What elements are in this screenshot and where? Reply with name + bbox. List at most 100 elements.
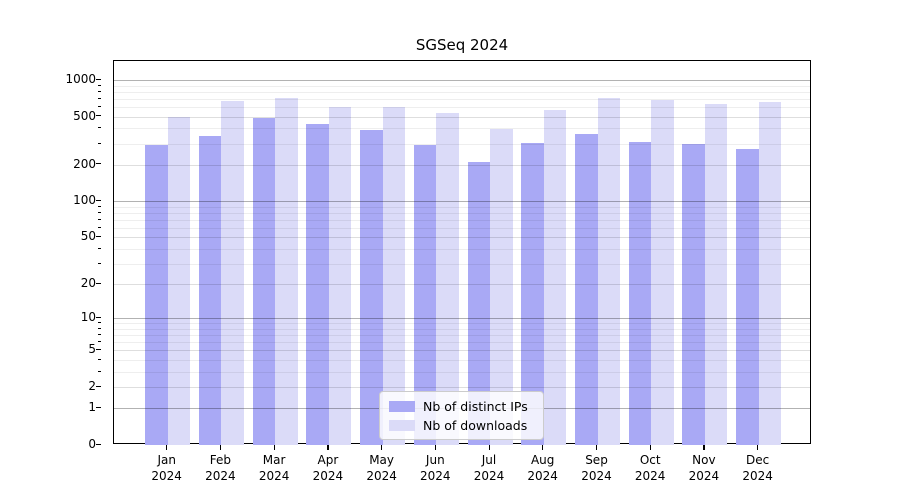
gridline-4 — [114, 360, 810, 361]
y-tick-label-50: 50 — [80, 229, 96, 244]
gridline-10 — [114, 318, 810, 320]
gridline-7 — [114, 335, 810, 337]
gridline-8 — [114, 328, 810, 330]
x-tick-label-aug: Aug 2024 — [527, 453, 558, 483]
x-tick-label-jun: Jun 2024 — [420, 453, 451, 483]
x-tick-mark-dec — [757, 445, 759, 450]
bar-distinct-ips-oct — [628, 141, 652, 445]
bar-distinct-ips-nov — [682, 144, 705, 445]
x-tick-label-sep: Sep 2024 — [581, 453, 612, 483]
bar-downloads-aug — [543, 109, 567, 445]
gridline-300 — [114, 143, 810, 145]
bar-distinct-ips-dec — [736, 148, 759, 445]
plot-area — [113, 60, 811, 445]
x-tick-label-jul: Jul 2024 — [473, 453, 505, 483]
x-tick-label-may: May 2024 — [366, 453, 397, 483]
y-tick-mark-100 — [96, 199, 101, 201]
legend-item-downloads: Nb of downloads — [389, 418, 535, 433]
y-minor-tick-mark-900 — [98, 84, 101, 86]
y-tick-label-1: 1 — [88, 400, 96, 415]
y-minor-tick-mark-9 — [98, 322, 101, 324]
y-tick-mark-200 — [96, 163, 101, 165]
bar-downloads-jan — [167, 117, 191, 445]
bar-downloads-apr — [328, 107, 352, 445]
y-tick-mark-50 — [96, 235, 101, 237]
y-tick-mark-20 — [96, 282, 101, 284]
gridline-80 — [114, 212, 810, 214]
y-minor-tick-mark-600 — [98, 105, 101, 107]
y-tick-label-2: 2 — [88, 379, 96, 393]
y-tick-label-20: 20 — [80, 276, 96, 291]
y-tick-mark-1000 — [96, 78, 101, 80]
bar-distinct-ips-sep — [575, 133, 598, 445]
x-tick-mark-apr — [327, 445, 329, 450]
x-tick-mark-oct — [649, 445, 651, 450]
y-tick-label-1000: 1000 — [65, 72, 96, 86]
gridline-20 — [114, 284, 810, 286]
y-tick-label-100: 100 — [73, 193, 96, 208]
gridline-50 — [114, 237, 810, 239]
y-tick-label-500: 500 — [73, 108, 96, 123]
x-tick-mark-mar — [273, 445, 275, 450]
y-minor-tick-mark-800 — [98, 90, 101, 92]
y-tick-label-200: 200 — [73, 156, 96, 171]
x-tick-mark-may — [381, 445, 383, 450]
x-tick-mark-jun — [434, 445, 436, 450]
x-tick-label-apr: Apr 2024 — [312, 453, 344, 483]
y-tick-mark-500 — [96, 115, 101, 117]
bar-downloads-jul — [490, 128, 513, 445]
chart-title: SGSeq 2024 — [415, 36, 509, 54]
x-tick-label-oct: Oct 2024 — [634, 453, 666, 483]
gridline-60 — [114, 227, 810, 229]
bar-distinct-ips-mar — [252, 118, 276, 445]
x-tick-label-jan: Jan 2024 — [151, 453, 182, 483]
y-tick-mark-2 — [96, 385, 101, 387]
x-tick-mark-jul — [488, 445, 490, 450]
gridline-2 — [114, 387, 810, 388]
y-tick-mark-0 — [96, 443, 101, 445]
bar-downloads-dec — [758, 101, 782, 445]
bar-downloads-jun — [436, 112, 459, 445]
y-tick-mark-5 — [96, 348, 101, 350]
y-minor-tick-mark-3 — [98, 370, 101, 372]
gridline-90 — [114, 206, 810, 208]
legend-label-downloads: Nb of downloads — [423, 417, 528, 433]
y-tick-label-0: 0 — [88, 437, 96, 451]
gridline-3 — [114, 371, 810, 373]
y-minor-tick-mark-90 — [98, 205, 101, 207]
y-minor-tick-mark-7 — [98, 334, 101, 336]
y-minor-tick-mark-300 — [98, 142, 101, 144]
legend-label-distinct-ips: Nb of distinct IPs — [423, 398, 528, 414]
gridline-800 — [114, 91, 810, 93]
bar-downloads-nov — [704, 103, 728, 445]
gridline-200 — [114, 164, 810, 166]
y-minor-tick-mark-30 — [98, 262, 101, 264]
gridline-6 — [114, 342, 810, 344]
bar-downloads-sep — [597, 98, 620, 445]
gridline-400 — [114, 128, 810, 130]
x-tick-label-feb: Feb 2024 — [205, 453, 236, 483]
y-tick-label-5: 5 — [88, 342, 96, 357]
x-tick-label-nov: Nov 2024 — [688, 453, 720, 483]
y-minor-tick-mark-8 — [98, 327, 101, 329]
bar-distinct-ips-jan — [145, 145, 168, 445]
y-minor-tick-mark-700 — [98, 97, 101, 99]
legend: Nb of distinct IPs Nb of downloads — [379, 391, 544, 440]
x-tick-label-dec: Dec 2024 — [742, 453, 773, 483]
gridline-5 — [114, 350, 810, 352]
y-minor-tick-mark-60 — [98, 226, 101, 228]
downloads-swatch — [389, 419, 415, 431]
y-minor-tick-mark-70 — [98, 218, 101, 220]
bar-distinct-ips-jun — [413, 145, 437, 445]
y-minor-tick-mark-4 — [98, 359, 101, 360]
bar-downloads-mar — [275, 97, 298, 445]
gridline-700 — [114, 98, 810, 100]
distinct-ips-swatch — [389, 400, 415, 412]
bar-distinct-ips-jul — [467, 161, 490, 445]
y-minor-tick-mark-40 — [98, 247, 101, 249]
bar-downloads-feb — [221, 101, 244, 445]
x-tick-mark-nov — [703, 445, 705, 450]
x-tick-mark-jan — [166, 445, 168, 450]
y-tick-mark-10 — [96, 316, 101, 318]
gridline-40 — [114, 248, 810, 250]
